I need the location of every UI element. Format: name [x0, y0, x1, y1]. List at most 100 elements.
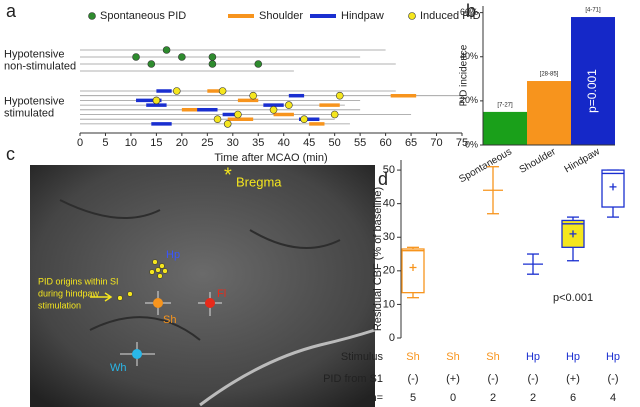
- pid-dot: [269, 106, 278, 114]
- pid-dot: [254, 60, 263, 68]
- note: PID origins within SI: [38, 276, 119, 286]
- table-cell: (+): [566, 373, 580, 385]
- legend-marker: [88, 12, 96, 20]
- brain-image: [30, 165, 375, 407]
- panel-label: a: [6, 1, 17, 21]
- y-tick-label: 40%: [460, 51, 478, 61]
- pid-dot: [249, 91, 257, 100]
- x-tick-label: Hindpaw: [563, 146, 603, 175]
- note: stimulation: [38, 300, 81, 310]
- table-cell: (+): [446, 373, 460, 385]
- y-tick-label: 0: [389, 332, 395, 344]
- table-cell: (-): [528, 373, 539, 385]
- panel-label: d: [378, 169, 388, 189]
- pid-dot: [162, 46, 171, 54]
- y-tick-label: 0%: [465, 139, 478, 149]
- x-tick-label: 10: [125, 137, 137, 149]
- y-tick-label: 30: [383, 231, 395, 243]
- table-row-label: Stimulus: [341, 351, 384, 363]
- legend-marker: [408, 12, 416, 20]
- pid-dot: [330, 110, 339, 119]
- pid-dot: [208, 60, 217, 68]
- table-cell: Sh: [486, 351, 499, 363]
- mean-marker: [409, 263, 417, 271]
- y-tick-label: 10: [383, 298, 395, 310]
- y-tick-label: 60%: [460, 7, 478, 17]
- y-tick-label: 40: [383, 198, 395, 210]
- vessels: [59, 199, 341, 341]
- y-axis-label: Residual CBF (% of baseline): [372, 187, 384, 331]
- x-tick-label: 30: [227, 137, 239, 149]
- annotation: p<0.001: [553, 292, 593, 304]
- ci-label: [7-27]: [497, 102, 513, 108]
- pid-dot: [172, 87, 181, 95]
- group-label: non-stimulated: [4, 60, 76, 72]
- note: during hindpaw: [38, 288, 100, 298]
- hp-label: Hp: [166, 249, 180, 261]
- x-tick-label: 55: [354, 137, 366, 149]
- x-tick-label: 20: [176, 137, 188, 149]
- ci-label: [28-85]: [540, 72, 559, 78]
- annotation: p=0.001: [585, 69, 599, 113]
- table-row-label: n=: [370, 392, 383, 404]
- pid-dot: [234, 110, 242, 119]
- fl-center: [205, 298, 215, 308]
- ci-label: [4-71]: [585, 8, 601, 14]
- legend-label: Hindpaw: [341, 10, 384, 22]
- sh-center: [153, 298, 163, 308]
- legend-label: Spontaneous PID: [100, 10, 186, 22]
- wh-center: [132, 349, 142, 359]
- pid-dot: [178, 53, 186, 61]
- table-cell: 2: [490, 392, 496, 404]
- y-tick-label: 20%: [460, 95, 478, 105]
- table-row-label: PID from S1: [323, 373, 383, 385]
- bar: [527, 81, 571, 145]
- x-tick-label: Shoulder: [518, 146, 559, 176]
- y-tick-label: 50: [383, 164, 395, 176]
- arrow: [90, 292, 113, 302]
- table-cell: 0: [450, 392, 456, 404]
- pid-dot: [335, 91, 344, 100]
- table-cell: Sh: [406, 351, 419, 363]
- panel-label: b: [466, 1, 476, 21]
- table-cell: (-): [408, 373, 419, 385]
- bar: [571, 17, 615, 145]
- table-cell: 4: [610, 392, 616, 404]
- table-cell: 2: [530, 392, 536, 404]
- pid-dot: [152, 96, 161, 105]
- group-label: stimulated: [4, 107, 54, 119]
- pid-dot: [218, 87, 227, 95]
- bar: [483, 111, 527, 145]
- x-tick-label: 65: [405, 137, 417, 149]
- wh-label: Wh: [110, 362, 127, 374]
- x-tick-label: 45: [303, 137, 315, 149]
- pid-dot: [132, 53, 140, 61]
- sh-label: Sh: [163, 314, 176, 326]
- group-label: Hypotensive: [4, 95, 65, 107]
- pid-dot: [300, 115, 308, 123]
- table-cell: 6: [570, 392, 576, 404]
- x-tick-label: 15: [150, 137, 162, 149]
- pid-dot: [208, 53, 217, 61]
- bregma-label: Bregma: [236, 174, 282, 189]
- pid-dot: [213, 115, 222, 123]
- group-label: Hypotensive: [4, 48, 65, 60]
- x-tick-label: 40: [278, 137, 290, 149]
- hp-cluster: [117, 259, 168, 301]
- mean-marker: [609, 183, 617, 191]
- x-tick-label: 0: [77, 137, 83, 149]
- fl-label: Fl: [217, 288, 226, 300]
- pid-dot: [223, 120, 232, 128]
- bregma-star: *: [224, 164, 232, 186]
- pid-dot: [147, 60, 156, 68]
- table-cell: Hp: [566, 351, 580, 363]
- legend-label: Shoulder: [259, 10, 303, 22]
- pid-dot: [285, 101, 293, 109]
- table-cell: Hp: [606, 351, 620, 363]
- table-cell: (-): [488, 373, 499, 385]
- x-tick-label: 5: [102, 137, 108, 149]
- x-axis-label: Time after MCAO (min): [214, 152, 327, 164]
- table-cell: (-): [608, 373, 619, 385]
- y-tick-label: 20: [383, 265, 395, 277]
